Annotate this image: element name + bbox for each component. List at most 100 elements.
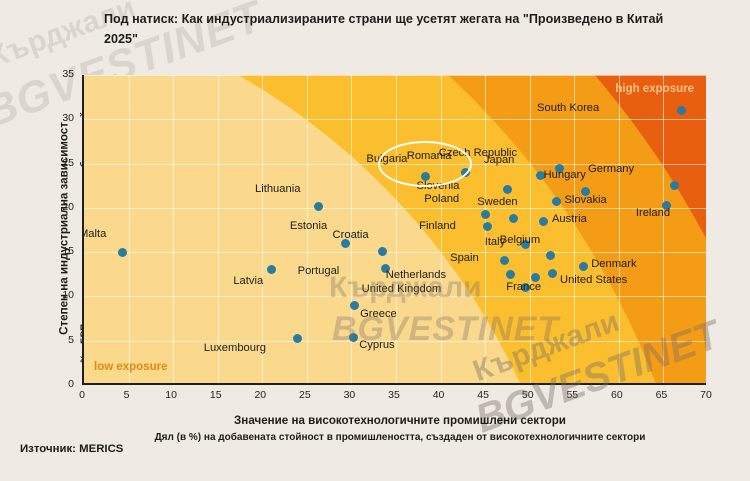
x-tick-label: 20: [254, 389, 267, 401]
data-point-label: Latvia: [233, 274, 264, 287]
data-point[interactable]: [500, 255, 510, 265]
gridline-vertical: [351, 75, 353, 383]
data-point[interactable]: [661, 200, 671, 210]
page-title: Под натиск: Как индустриализираните стра…: [104, 12, 664, 46]
y-tick-label: 20: [62, 200, 74, 213]
data-point[interactable]: [551, 197, 561, 207]
data-point[interactable]: [509, 213, 519, 223]
gridline-horizontal: [84, 252, 706, 254]
data-point[interactable]: [313, 202, 323, 212]
data-point-label: Belgium: [499, 233, 541, 246]
data-point[interactable]: [535, 171, 545, 181]
x-tick-label: 60: [611, 389, 623, 401]
data-point-label: Greece: [360, 308, 397, 321]
x-tick-label: 25: [299, 389, 311, 401]
gridline-vertical: [440, 75, 442, 383]
high-exposure-label: high exposure: [615, 83, 694, 95]
y-tick-label: 5: [68, 333, 74, 346]
data-point-label: Austria: [551, 213, 587, 226]
data-point[interactable]: [547, 268, 557, 278]
gridline-vertical: [529, 75, 531, 383]
y-tick-label: 10: [62, 289, 74, 302]
data-point[interactable]: [480, 209, 490, 219]
data-point[interactable]: [539, 216, 549, 226]
data-point-label: Croatia: [332, 229, 369, 242]
x-tick-label: 35: [388, 389, 400, 401]
x-tick-label: 0: [79, 389, 85, 401]
data-point[interactable]: [502, 184, 512, 194]
gridline-horizontal: [84, 207, 706, 209]
x-tick-label: 50: [521, 389, 534, 401]
gridline-vertical: [217, 75, 219, 383]
data-point-label: Estonia: [289, 220, 328, 233]
gridline-vertical: [306, 75, 308, 383]
x-tick-label: 55: [566, 389, 579, 401]
data-point-label: Italy: [484, 236, 506, 249]
data-point[interactable]: [545, 251, 555, 261]
data-point-label: Ireland: [635, 207, 671, 220]
data-point[interactable]: [520, 239, 530, 249]
gridline-vertical: [618, 75, 620, 383]
data-point-label: Sweden: [477, 196, 518, 209]
y-tick-label: 25: [62, 156, 74, 169]
gridline-horizontal: [84, 119, 706, 121]
data-point[interactable]: [348, 332, 358, 342]
data-point[interactable]: [349, 300, 359, 310]
data-point-label: Denmark: [591, 258, 637, 271]
data-point[interactable]: [266, 265, 276, 275]
data-point-label: Hungary: [543, 169, 586, 182]
data-point-label: Finland: [419, 220, 456, 233]
data-point[interactable]: [505, 269, 515, 279]
low-exposure-label: low exposure: [94, 361, 168, 373]
gridline-horizontal: [84, 340, 706, 342]
data-point-label: South Korea: [537, 102, 600, 115]
x-tick-label: 70: [700, 389, 712, 401]
x-tick-label: 15: [209, 389, 222, 401]
gridline-vertical: [396, 75, 397, 383]
x-tick-label: 5: [123, 389, 130, 401]
data-point-label: Slovakia: [564, 193, 607, 206]
data-point-label: Germany: [588, 162, 635, 175]
data-point[interactable]: [578, 261, 588, 271]
data-point-label: Luxembourg: [203, 342, 266, 355]
gridline-vertical: [574, 75, 576, 383]
gridline-vertical: [262, 75, 264, 383]
x-tick-label: 40: [432, 389, 445, 401]
y-tick-label: 30: [62, 112, 74, 125]
exposure-gradient-bands: [84, 75, 706, 383]
data-point-label: Lithuania: [255, 182, 301, 195]
plot-area: Malta Latvia Lithuania Luxembourg Estonia Gre…: [82, 75, 706, 385]
data-point[interactable]: [340, 238, 350, 248]
data-point[interactable]: [483, 221, 493, 231]
data-point-label: Malta: [84, 228, 107, 241]
data-point-label: Portugal: [297, 264, 340, 277]
data-point[interactable]: [378, 246, 388, 256]
data-point-label: Netherlands: [385, 269, 447, 282]
x-axis-title: Значение на високотехнологичните промишл…: [234, 414, 566, 427]
gridline-vertical: [128, 75, 130, 383]
data-point-label: France: [506, 280, 542, 293]
x-tick-label: 65: [655, 389, 668, 401]
gridline-vertical: [173, 75, 175, 383]
data-point-label: United Kingdom: [361, 282, 442, 295]
data-point-label: Japan: [483, 153, 515, 166]
y-tick-label: 35: [62, 68, 74, 80]
data-point[interactable]: [380, 264, 390, 274]
data-point-label: Poland: [424, 193, 460, 206]
data-point[interactable]: [669, 181, 679, 191]
data-point[interactable]: [117, 247, 127, 257]
x-tick-label: 30: [343, 389, 356, 401]
data-point[interactable]: [581, 186, 591, 196]
data-point[interactable]: [530, 273, 540, 283]
gridline-horizontal: [84, 296, 706, 298]
data-point[interactable]: [676, 105, 686, 115]
x-axis-subtitle: Дял (в %) на добавената стойност в проми…: [154, 432, 646, 443]
data-point[interactable]: [293, 333, 303, 343]
x-tick-label: 10: [165, 389, 177, 401]
data-point-label: Spain: [450, 252, 479, 265]
source-note: Източник: MERICS: [20, 443, 124, 455]
gridline-horizontal: [84, 75, 706, 76]
data-point[interactable]: [554, 164, 564, 174]
data-point[interactable]: [520, 283, 530, 293]
